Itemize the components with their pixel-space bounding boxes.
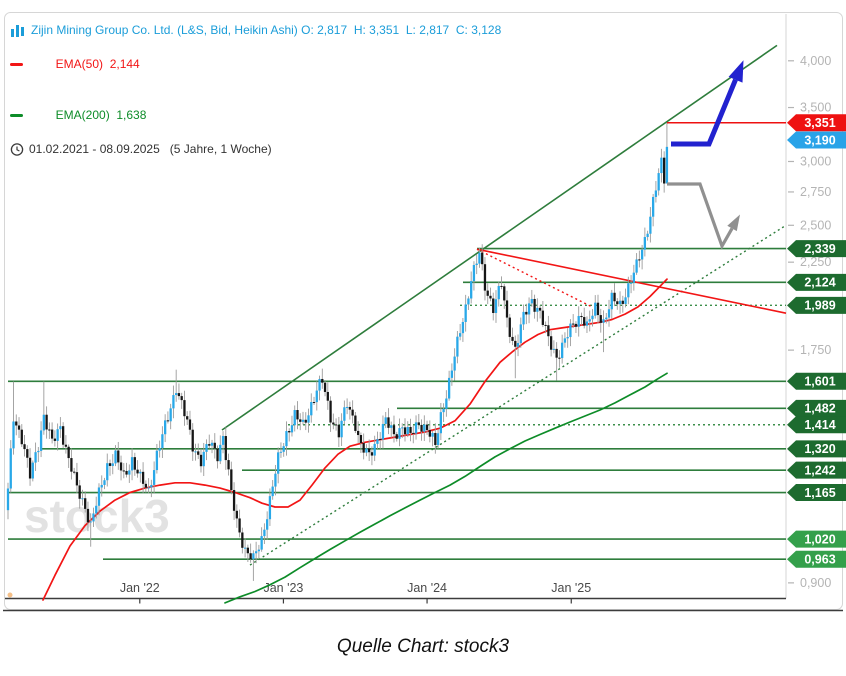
price-badge: 2,339 bbox=[787, 240, 846, 258]
instrument-row: Zijin Mining Group Co. Ltd. (L&S, Bid, H… bbox=[10, 22, 501, 39]
trendline-falling-measure bbox=[476, 248, 593, 308]
blue-projection-arrow bbox=[671, 60, 744, 147]
period-range: 01.02.2021 - 08.09.2025 bbox=[29, 142, 160, 156]
ema200-label: EMA(200) bbox=[55, 108, 110, 122]
price-badge: 1,320 bbox=[787, 440, 846, 458]
svg-text:1,242: 1,242 bbox=[804, 463, 835, 477]
ohlc-values: O: 2,817 H: 3,351 L: 2,817 C: 3,128 bbox=[301, 23, 502, 37]
y-axis: 4,000 3,500 3,000 2,750 2,500 2,250 1,750 0,900 bbox=[788, 54, 831, 590]
price-badge: 1,989 bbox=[787, 296, 846, 314]
y-tick-label: 3,000 bbox=[800, 154, 831, 168]
svg-text:3,190: 3,190 bbox=[804, 133, 835, 147]
x-tick-label: Jan '25 bbox=[551, 581, 591, 595]
price-badge: 1,601 bbox=[787, 372, 846, 390]
svg-text:2,124: 2,124 bbox=[804, 276, 835, 290]
y-tick-label: 3,500 bbox=[800, 101, 831, 115]
y-tick-label: 4,000 bbox=[800, 54, 831, 68]
svg-text:1,989: 1,989 bbox=[804, 299, 835, 313]
gray-projection-arrow bbox=[667, 182, 740, 250]
period-detail: (5 Jahre, 1 Woche) bbox=[169, 142, 272, 156]
ema50-label: EMA(50) bbox=[55, 57, 104, 71]
x-tick-label: Jan '24 bbox=[407, 581, 447, 595]
ema200-swatch bbox=[10, 114, 23, 117]
price-badge: 2,124 bbox=[787, 273, 846, 291]
ema50-legend[interactable]: EMA(50) 2,144 bbox=[10, 39, 501, 90]
y-tick-label: 1,750 bbox=[800, 343, 831, 357]
x-axis: Jan '22 Jan '23 Jan '24 Jan '25 bbox=[120, 581, 591, 604]
y-tick-label: 2,500 bbox=[800, 218, 831, 232]
price-badge: 1,242 bbox=[787, 461, 846, 479]
price-badge: 1,020 bbox=[787, 530, 846, 548]
price-badge: 0,963 bbox=[787, 550, 846, 568]
clock-icon bbox=[10, 143, 24, 156]
x-tick-label: Jan '22 bbox=[120, 581, 160, 595]
price-badge: 3,351 bbox=[787, 114, 846, 132]
ema200-legend[interactable]: EMA(200) 1,638 bbox=[10, 90, 501, 141]
svg-text:1,482: 1,482 bbox=[804, 402, 835, 416]
svg-text:1,414: 1,414 bbox=[804, 418, 835, 432]
svg-text:1,601: 1,601 bbox=[804, 375, 835, 389]
x-tick-label: Jan '23 bbox=[263, 581, 303, 595]
y-tick-label: 2,250 bbox=[800, 255, 831, 269]
instrument-title: Zijin Mining Group Co. Ltd. (L&S, Bid, H… bbox=[31, 23, 298, 37]
ema50-value: 2,144 bbox=[109, 57, 140, 71]
price-badge: 1,165 bbox=[787, 484, 846, 502]
chart-type-icon bbox=[11, 24, 24, 37]
ema200-value: 1,638 bbox=[116, 108, 147, 122]
svg-text:stock3: stock3 bbox=[24, 490, 170, 542]
trendline-rising-resistance bbox=[221, 44, 778, 431]
svg-text:1,320: 1,320 bbox=[804, 442, 835, 456]
ema50-swatch bbox=[10, 63, 23, 66]
y-tick-label: 0,900 bbox=[800, 576, 831, 590]
price-badge: 1,414 bbox=[787, 416, 846, 434]
y-tick-label: 2,750 bbox=[800, 185, 831, 199]
svg-text:1,165: 1,165 bbox=[804, 486, 835, 500]
svg-text:2,339: 2,339 bbox=[804, 242, 835, 256]
source-caption: Quelle Chart: stock3 bbox=[336, 636, 510, 657]
trendline-rising-support bbox=[249, 224, 787, 566]
candles bbox=[6, 122, 669, 581]
svg-text:3,351: 3,351 bbox=[804, 116, 835, 130]
watermark: stock3 bbox=[24, 490, 170, 542]
period-row[interactable]: 01.02.2021 - 08.09.2025 (5 Jahre, 1 Woch… bbox=[10, 141, 501, 158]
price-badge: 1,482 bbox=[787, 399, 846, 417]
price-badge: 3,190 bbox=[787, 131, 846, 149]
svg-text:0,963: 0,963 bbox=[804, 552, 835, 566]
price-levels bbox=[8, 247, 786, 560]
svg-text:1,020: 1,020 bbox=[804, 532, 835, 546]
ema200-line bbox=[224, 372, 668, 604]
price-badges: 3,351 3,190 2,339 2,124 1,989 1,601 1,482 1,414… bbox=[787, 114, 846, 568]
chart-legend: Zijin Mining Group Co. Ltd. (L&S, Bid, H… bbox=[10, 22, 501, 158]
